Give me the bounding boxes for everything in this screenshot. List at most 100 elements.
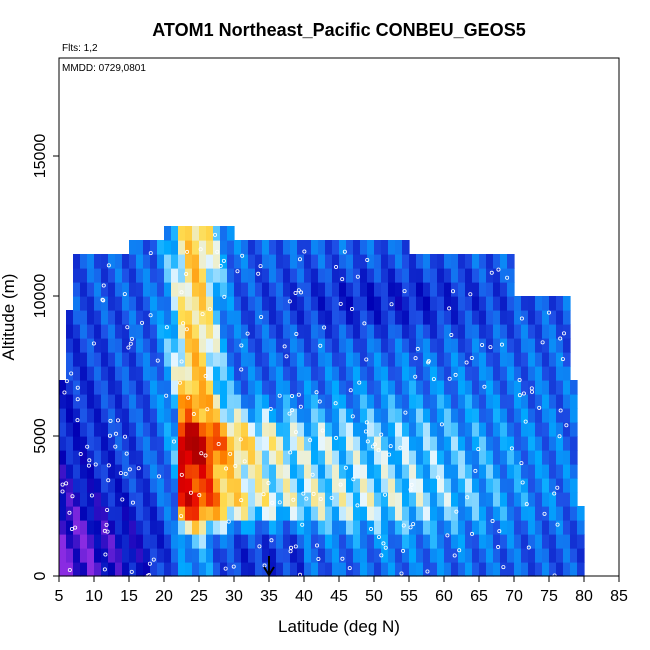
heatmap-cell <box>122 464 130 479</box>
heatmap-cell <box>577 520 585 535</box>
heatmap-cell <box>332 310 340 325</box>
heatmap-cell <box>346 492 354 507</box>
heatmap-cell <box>276 338 284 353</box>
heatmap-cell <box>129 380 137 395</box>
heatmap-cell <box>199 422 207 437</box>
heatmap-cell <box>339 324 347 339</box>
heatmap-cell <box>451 548 459 563</box>
heatmap-cell <box>542 380 550 395</box>
heatmap-cell <box>94 394 102 409</box>
heatmap-cell <box>367 254 375 269</box>
heatmap-cell <box>367 282 375 297</box>
heatmap-cell <box>395 310 403 325</box>
heatmap-cell <box>185 394 193 409</box>
heatmap-cell <box>248 492 256 507</box>
heatmap-cell <box>115 268 123 283</box>
heatmap-cell <box>248 268 256 283</box>
heatmap-cell <box>374 422 382 437</box>
sample-point <box>113 444 118 449</box>
sample-point <box>64 481 69 486</box>
heatmap-cell <box>220 324 228 339</box>
heatmap-cell <box>73 464 81 479</box>
heatmap-cell <box>493 562 501 577</box>
sample-point <box>164 393 169 398</box>
heatmap-cell <box>493 380 501 395</box>
heatmap-cell <box>304 506 312 521</box>
heatmap-cell <box>437 352 445 367</box>
heatmap-cell <box>353 324 361 339</box>
heatmap-cell <box>80 310 88 325</box>
heatmap-cell <box>206 562 214 577</box>
heatmap-cell <box>241 380 249 395</box>
x-tick-label: 75 <box>540 588 558 605</box>
heatmap-cell <box>458 450 466 465</box>
heatmap-cell <box>535 338 543 353</box>
heatmap-cell <box>465 492 473 507</box>
heatmap-cell <box>311 254 319 269</box>
heatmap-cell <box>381 338 389 353</box>
heatmap-cell <box>94 324 102 339</box>
heatmap-cell <box>570 478 578 493</box>
heatmap-cell <box>276 310 284 325</box>
heatmap-cell <box>262 436 270 451</box>
heatmap-cell <box>437 422 445 437</box>
sample-point <box>426 360 431 365</box>
heatmap-cell <box>283 254 291 269</box>
heatmap-cell <box>332 352 340 367</box>
heatmap-cell <box>304 408 312 423</box>
heatmap-cell <box>234 422 242 437</box>
heatmap-cell <box>360 338 368 353</box>
heatmap-cell <box>66 394 74 409</box>
sample-point <box>130 500 135 505</box>
heatmap-cell <box>339 436 347 451</box>
sample-point <box>125 325 130 330</box>
heatmap-cell <box>143 562 151 577</box>
heatmap-cell <box>458 282 466 297</box>
heatmap-cell <box>409 310 417 325</box>
heatmap-cell <box>486 310 494 325</box>
heatmap-cell <box>451 450 459 465</box>
heatmap-cell <box>108 548 116 563</box>
heatmap-cell <box>290 338 298 353</box>
heatmap-cell <box>514 520 522 535</box>
heatmap-cell <box>367 324 375 339</box>
heatmap-cell <box>339 380 347 395</box>
heatmap-cell <box>451 282 459 297</box>
heatmap-cell <box>108 394 116 409</box>
heatmap-cell <box>493 352 501 367</box>
heatmap-cell <box>101 534 109 549</box>
heatmap-cell <box>227 352 235 367</box>
heatmap-cell <box>437 282 445 297</box>
sample-point <box>177 380 182 385</box>
heatmap-cell <box>143 478 151 493</box>
sample-point <box>398 445 403 450</box>
heatmap-cell <box>101 464 109 479</box>
heatmap-cell <box>143 310 151 325</box>
heatmap-cell <box>262 282 270 297</box>
sample-point <box>216 442 221 447</box>
heatmap-cell <box>199 492 207 507</box>
heatmap-cell <box>241 296 249 311</box>
heatmap-cell <box>262 352 270 367</box>
heatmap-cell <box>507 450 515 465</box>
heatmap-cell <box>360 520 368 535</box>
heatmap-cell <box>87 296 95 311</box>
heatmap-cell <box>465 436 473 451</box>
heatmap-layer <box>59 226 585 577</box>
heatmap-cell <box>262 296 270 311</box>
heatmap-cell <box>122 478 130 493</box>
sample-point <box>62 390 67 395</box>
heatmap-cell <box>248 338 256 353</box>
heatmap-cell <box>157 464 165 479</box>
heatmap-cell <box>220 282 228 297</box>
heatmap-cell <box>402 310 410 325</box>
heatmap-cell <box>269 506 277 521</box>
heatmap-cell <box>227 534 235 549</box>
heatmap-cell <box>514 492 522 507</box>
heatmap-cell <box>199 296 207 311</box>
heatmap-cell <box>409 520 417 535</box>
heatmap-cell <box>311 366 319 381</box>
heatmap-cell <box>248 548 256 563</box>
heatmap-cell <box>59 436 67 451</box>
heatmap-cell <box>255 310 263 325</box>
